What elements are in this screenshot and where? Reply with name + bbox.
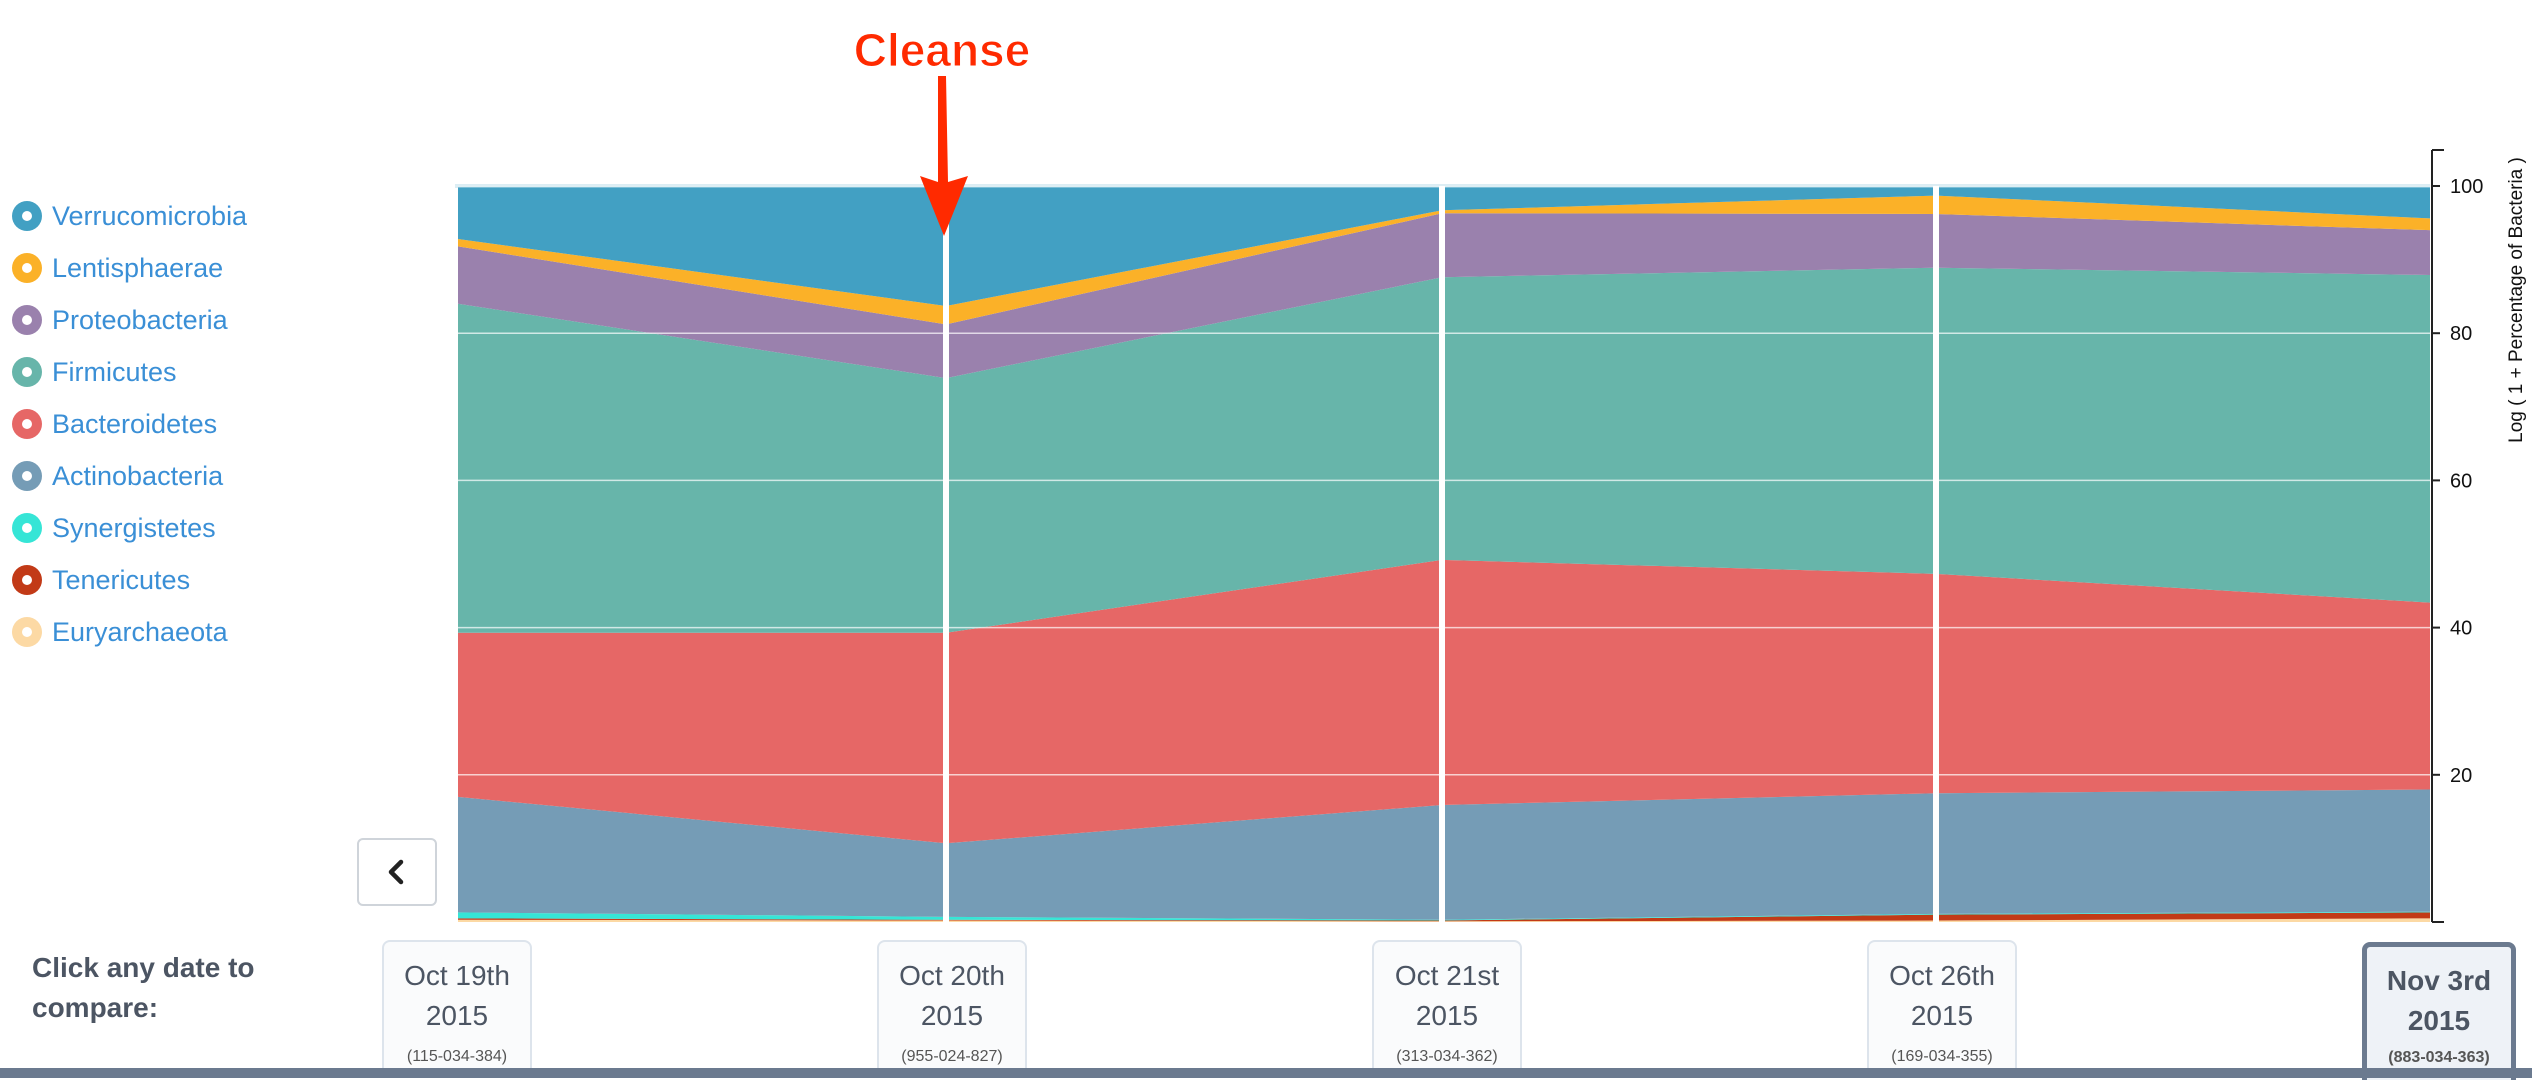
- legend-dot-icon: [12, 201, 42, 231]
- legend-label: Euryarchaeota: [52, 616, 228, 647]
- legend-item-actinobacteria[interactable]: Actinobacteria: [12, 450, 247, 502]
- chevron-left-icon: [388, 859, 404, 885]
- date-markers: [943, 186, 1939, 922]
- date-tab[interactable]: Nov 3rd 2015 (883-034-363): [2362, 942, 2516, 1080]
- y-tick-label: 100: [2450, 176, 2483, 198]
- legend-label: Bacteroidetes: [52, 408, 218, 439]
- date-tab-year: 2015: [1415, 1000, 1479, 1031]
- date-tab-year: 2015: [920, 1000, 984, 1031]
- legend-dot-icon: [12, 357, 42, 387]
- bottom-bar: [0, 1068, 2532, 1078]
- date-tab-sample-id: (313-034-362): [1396, 1048, 1498, 1065]
- date-tab-day: Oct 20th: [899, 960, 1005, 991]
- y-tick-label: 80: [2450, 323, 2472, 345]
- date-tab-day: Oct 21st: [1394, 960, 1500, 991]
- legend-item-euryarchaeota[interactable]: Euryarchaeota: [12, 606, 247, 658]
- legend-item-synergistetes[interactable]: Synergistetes: [12, 502, 247, 554]
- legend-label: Actinobacteria: [52, 460, 224, 491]
- legend-item-tenericutes[interactable]: Tenericutes: [12, 554, 247, 606]
- legend-item-verrucomicrobia[interactable]: Verrucomicrobia: [12, 190, 247, 242]
- date-tab[interactable]: Oct 21st 2015 (313-034-362): [1372, 940, 1522, 1078]
- legend-dot-icon: [12, 409, 42, 439]
- cleanse-arrow-icon: [920, 76, 968, 236]
- legend-item-proteobacteria[interactable]: Proteobacteria: [12, 294, 247, 346]
- date-tab-sample-id: (169-034-355): [1891, 1048, 1993, 1065]
- legend-dot-icon: [12, 461, 42, 491]
- legend-dot-icon: [12, 513, 42, 543]
- legend-label: Synergistetes: [52, 512, 216, 543]
- date-tab-sample-id: (115-034-384): [406, 1048, 508, 1065]
- date-tab-day: Oct 26th: [1889, 960, 1995, 991]
- legend-dot-icon: [12, 253, 42, 283]
- legend-item-firmicutes[interactable]: Firmicutes: [12, 346, 247, 398]
- date-tab[interactable]: Oct 20th 2015 (955-024-827): [877, 940, 1027, 1078]
- legend-label: Proteobacteria: [52, 304, 228, 335]
- date-tab-sample-id: (883-034-363): [2388, 1049, 2490, 1066]
- compare-prompt: Click any date to compare:: [32, 952, 255, 1023]
- legend-label: Lentisphaerae: [52, 252, 224, 283]
- y-tick-label: 40: [2450, 618, 2472, 640]
- back-button[interactable]: [357, 838, 437, 906]
- date-tab[interactable]: Oct 19th 2015 (115-034-384): [382, 940, 532, 1078]
- cleanse-label: Cleanse: [854, 24, 1030, 76]
- legend-label: Firmicutes: [52, 356, 177, 387]
- date-tab-year: 2015: [1910, 1000, 1974, 1031]
- date-tab-year: 2015: [425, 1000, 489, 1031]
- date-tab-day: Nov 3rd: [2386, 965, 2492, 996]
- date-tab-sample-id: (955-024-827): [901, 1048, 1003, 1065]
- y-tick-label: 60: [2450, 470, 2472, 492]
- cleanse-annotation: Cleanse: [853, 24, 1031, 236]
- date-tab-year: 2015: [2407, 1005, 2471, 1036]
- legend-dot-icon: [12, 617, 42, 647]
- date-tab-day: Oct 19th: [404, 960, 510, 991]
- legend-item-lentisphaerae[interactable]: Lentisphaerae: [12, 242, 247, 294]
- legend-label: Tenericutes: [52, 564, 191, 595]
- y-axis-label: Log ( 1 + Percentage of Bacteria ): [2506, 157, 2527, 443]
- legend-item-bacteroidetes[interactable]: Bacteroidetes: [12, 398, 247, 450]
- legend-dot-icon: [12, 565, 42, 595]
- legend-label: Verrucomicrobia: [52, 200, 248, 231]
- legend: Verrucomicrobia Lentisphaerae Proteobacter…: [12, 190, 247, 658]
- legend-dot-icon: [12, 305, 42, 335]
- y-axis: 20 40 60 80 100: [2431, 149, 2483, 923]
- date-tab[interactable]: Oct 26th 2015 (169-034-355): [1867, 940, 2017, 1078]
- y-tick-label: 20: [2450, 765, 2472, 787]
